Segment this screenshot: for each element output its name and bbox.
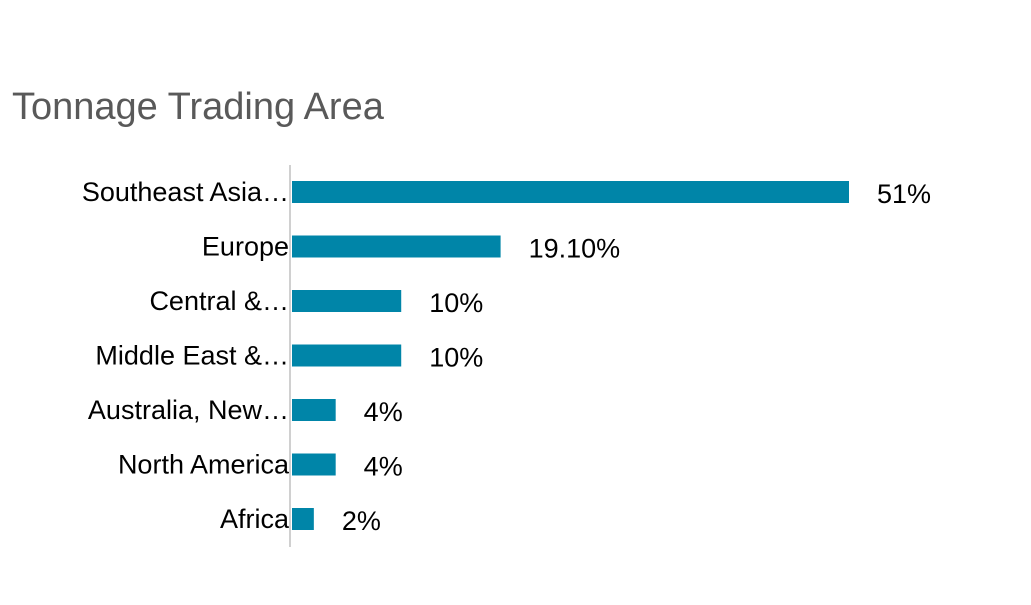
bar [292, 453, 336, 476]
chart-title: Tonnage Trading Area [12, 86, 384, 128]
value-label: 19.10% [529, 234, 621, 264]
category-label: Africa [220, 504, 290, 534]
value-label: 10% [429, 343, 483, 373]
value-label: 2% [342, 506, 381, 536]
category-label: North America [118, 450, 290, 480]
bar [292, 399, 336, 421]
bar [292, 290, 402, 312]
category-label: Southeast Asia… [82, 177, 289, 207]
bar [292, 508, 314, 530]
category-label: Central &… [149, 286, 289, 316]
bar [292, 344, 402, 367]
bar [292, 181, 849, 203]
value-label: 4% [364, 452, 403, 482]
value-label: 51% [877, 179, 931, 209]
value-label: 10% [429, 288, 483, 318]
category-label: Middle East &… [95, 341, 289, 371]
value-label: 4% [364, 397, 403, 427]
bar [292, 235, 501, 258]
category-label: Australia, New… [88, 395, 289, 425]
category-label: Europe [202, 232, 289, 262]
